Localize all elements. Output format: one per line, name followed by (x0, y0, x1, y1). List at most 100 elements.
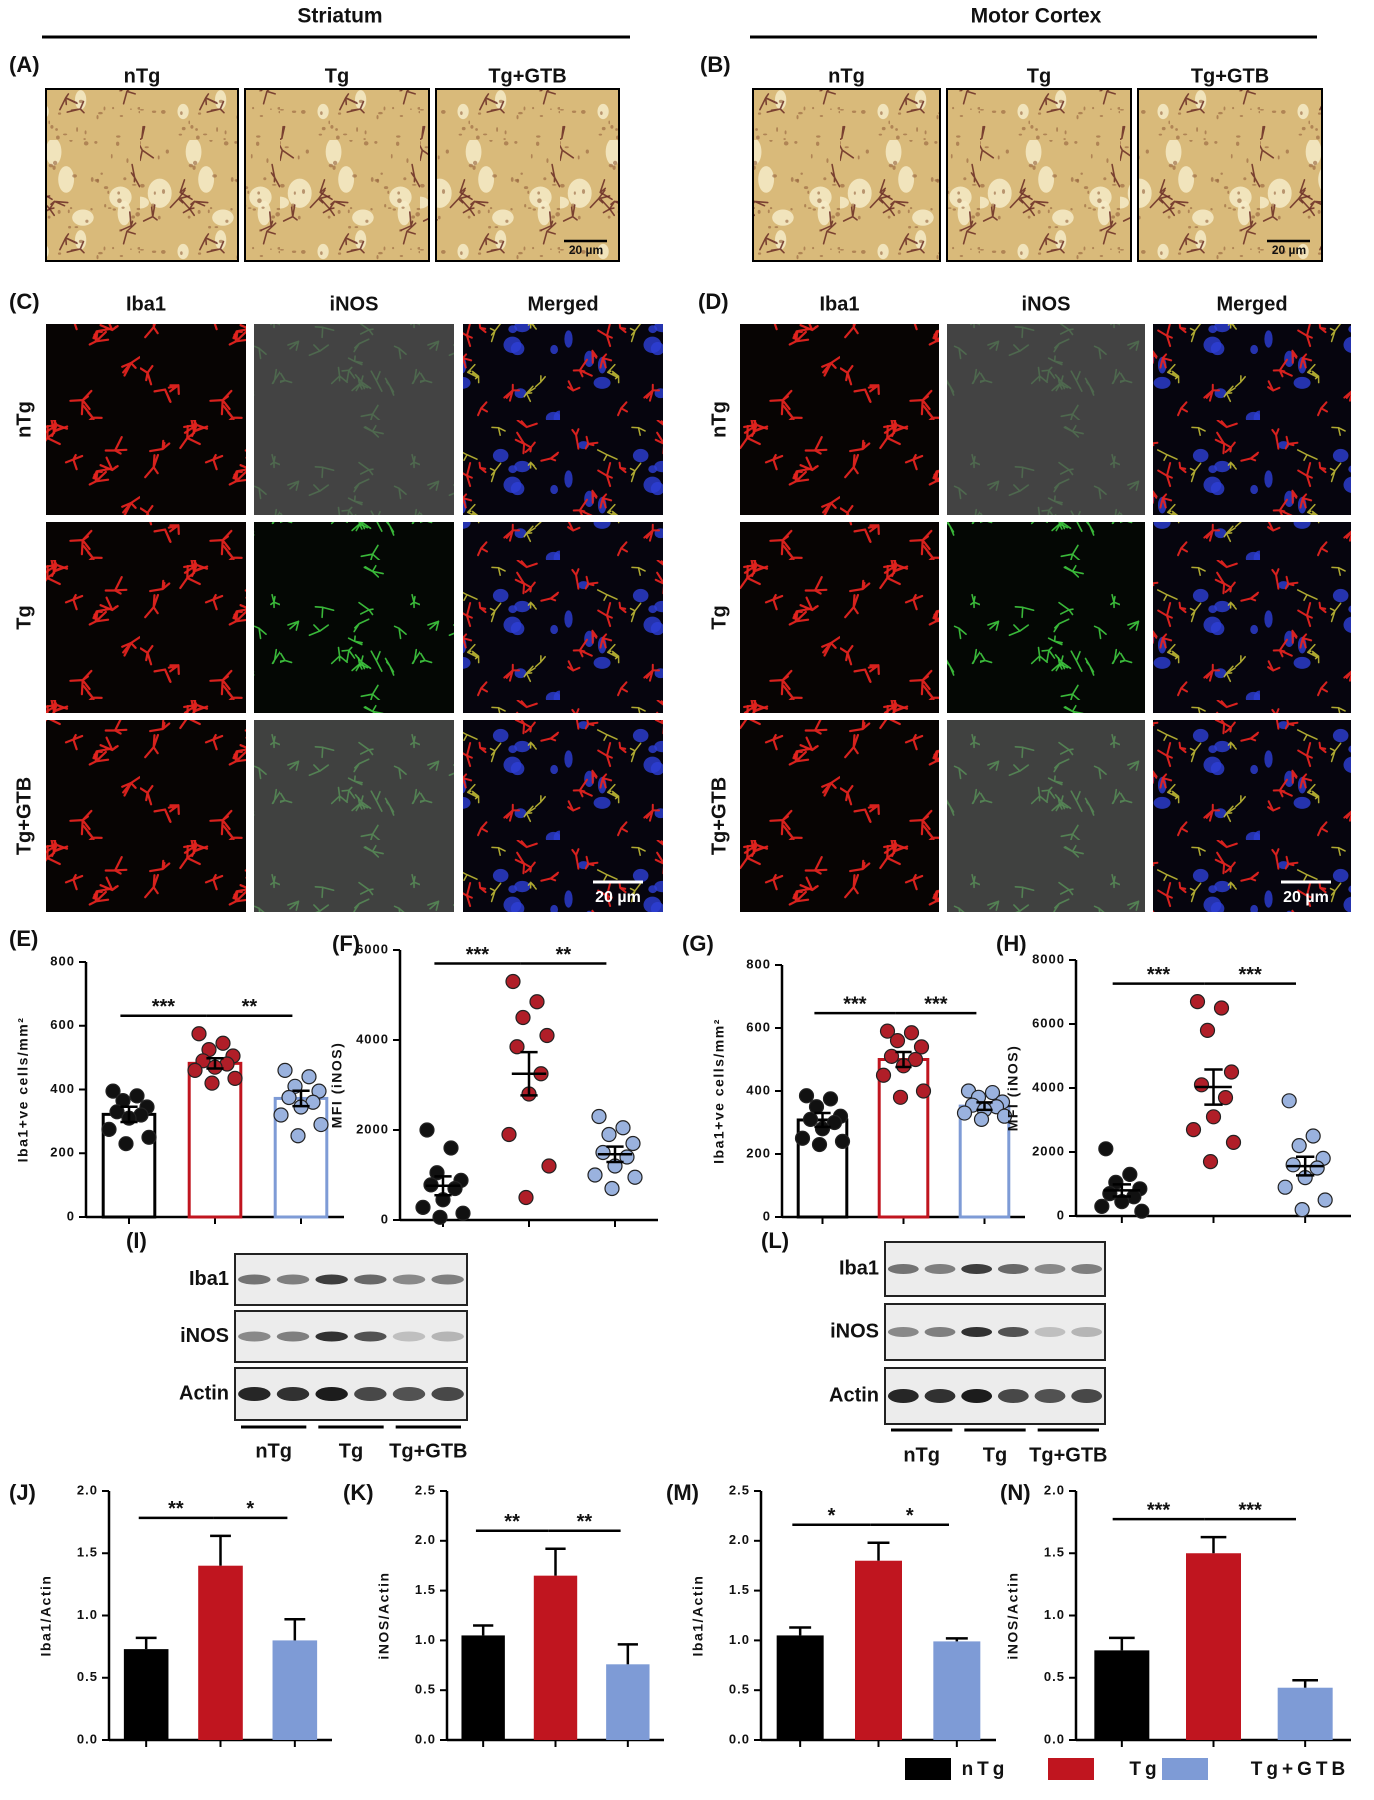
region-heading: Striatum (297, 5, 382, 28)
row-label: Tg (708, 605, 730, 629)
y-tick-label: 2.0 (729, 1532, 750, 1547)
data-point (313, 1116, 329, 1133)
y-tick-label: 0 (1057, 1207, 1065, 1222)
blot-band (997, 1264, 1029, 1274)
column-label: Tg (325, 65, 349, 87)
micrograph (740, 522, 939, 713)
y-tick-label: 200 (746, 1145, 771, 1160)
column-label: Iba1 (819, 293, 859, 315)
column-label: iNOS (330, 293, 379, 315)
data-point (277, 1062, 293, 1078)
micrograph (740, 324, 939, 515)
micrograph (45, 88, 239, 262)
blot-band (276, 1387, 310, 1401)
blot-row-label: Actin (829, 1384, 879, 1406)
blot-band (997, 1389, 1029, 1403)
bar (198, 1565, 243, 1740)
micrograph (740, 720, 939, 912)
significance-label: *** (924, 993, 948, 1015)
blot-band (315, 1387, 348, 1401)
micrograph (1153, 522, 1351, 713)
legend-label: Tg+GTB (1251, 1759, 1349, 1780)
blot-band (924, 1264, 956, 1274)
y-tick-label: 1.5 (415, 1582, 436, 1597)
bar (776, 1635, 824, 1740)
y-tick-label: 0.0 (77, 1731, 98, 1746)
y-tick-label: 4000 (356, 1031, 389, 1046)
panel-label: (I) (126, 1228, 147, 1253)
data-point (227, 1070, 243, 1086)
data-point (1205, 1109, 1222, 1125)
data-point (1202, 1153, 1219, 1170)
micrograph (946, 88, 1132, 262)
significance-label: * (906, 1505, 914, 1527)
y-axis-label: Iba1+ve cells/mm² (15, 1017, 31, 1163)
data-point (1317, 1192, 1333, 1208)
y-tick-label: 1.5 (77, 1545, 98, 1560)
y-tick-label: 1.0 (415, 1632, 436, 1647)
scale-bar-label: 20 µm (1272, 243, 1306, 257)
data-point (518, 1189, 534, 1206)
bar (461, 1635, 505, 1740)
y-tick-label: 1.0 (729, 1632, 750, 1647)
blot-strip (234, 1367, 468, 1421)
data-point (215, 1035, 231, 1051)
panel-label: (N) (1000, 1480, 1031, 1505)
blot-band (276, 1274, 310, 1285)
data-point (1193, 1077, 1210, 1093)
blot-band (431, 1387, 464, 1401)
blot-row-label: Actin (179, 1382, 229, 1404)
blot-strip (884, 1303, 1106, 1361)
significance-label: *** (152, 996, 176, 1018)
panel-label: (D) (698, 289, 729, 314)
significance-label: ** (242, 996, 258, 1018)
data-point (1098, 1141, 1114, 1157)
data-point (1217, 1089, 1234, 1106)
blot-band (276, 1331, 310, 1342)
y-tick-label: 0.0 (1044, 1731, 1065, 1746)
legend-label: Tg (1129, 1759, 1160, 1780)
blot-band (392, 1387, 426, 1401)
blot-band (961, 1327, 993, 1337)
y-axis-label: MFI (iNOS) (329, 1042, 345, 1129)
data-point (903, 1025, 920, 1041)
significance-label: ** (504, 1511, 520, 1533)
significance-label: *** (466, 944, 490, 966)
column-label: Merged (1216, 293, 1287, 315)
y-tick-label: 2000 (1032, 1143, 1065, 1158)
y-tick-label: 200 (50, 1145, 75, 1160)
data-point (1199, 1022, 1216, 1039)
significance-label: * (828, 1505, 836, 1527)
bar (1277, 1687, 1333, 1740)
micrograph (1153, 324, 1351, 515)
panel-label: (K) (343, 1480, 374, 1505)
group-label: nTg (903, 1444, 940, 1466)
column-label: Merged (527, 293, 598, 315)
bar (1094, 1650, 1150, 1740)
y-tick-label: 400 (50, 1081, 75, 1096)
data-point (1291, 1137, 1307, 1154)
legend-swatch (1048, 1758, 1094, 1780)
micrograph (1137, 88, 1323, 262)
region-heading: Motor Cortex (971, 5, 1102, 28)
blot-band (887, 1389, 919, 1403)
blot-band (354, 1331, 387, 1342)
micrograph-bg (947, 324, 1145, 515)
y-tick-label: 0.0 (729, 1731, 750, 1746)
data-point (1223, 1064, 1240, 1080)
data-point (301, 1069, 317, 1085)
column-label: Tg+GTB (488, 65, 566, 87)
y-tick-label: 0.5 (729, 1682, 750, 1697)
blot-band (997, 1327, 1029, 1337)
data-point (455, 1205, 471, 1221)
bar (533, 1575, 578, 1740)
data-point (443, 1140, 459, 1156)
data-point (1277, 1179, 1293, 1195)
data-point (595, 1144, 611, 1161)
data-point (118, 1136, 134, 1152)
significance-label: ** (577, 1511, 593, 1533)
y-tick-label: 6000 (356, 941, 389, 956)
panel-label: (H) (996, 931, 1027, 956)
y-tick-label: 4000 (1032, 1079, 1065, 1094)
blot-row-label: iNOS (180, 1325, 229, 1347)
